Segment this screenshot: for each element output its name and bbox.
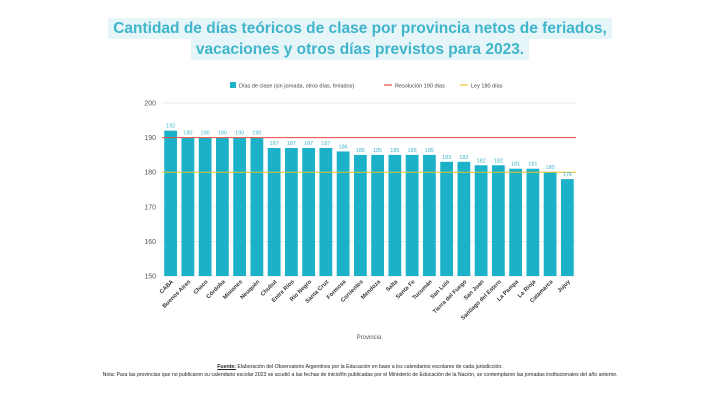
data-label: 187 (287, 141, 296, 147)
data-label: 185 (390, 148, 399, 154)
y-tick-label: 180 (144, 170, 156, 177)
bar (561, 179, 574, 276)
data-label: 186 (339, 144, 348, 150)
x-tick-label: Mendoza (360, 279, 382, 301)
bar-chart: 150 160 170 180 190 200 192 190 190 190 190 190 187 1… (0, 0, 720, 405)
data-label: 182 (477, 158, 486, 164)
y-tick-label: 160 (144, 239, 156, 246)
data-label: 181 (528, 162, 537, 168)
bar (233, 138, 246, 276)
legend-label-resolution: Resolución 190 días (395, 84, 445, 90)
bar (492, 165, 505, 276)
data-label: 185 (425, 148, 434, 154)
footer-source: Fuente: Elaboración del Observatorio Arg… (60, 364, 660, 371)
bar (319, 148, 332, 276)
bar (423, 155, 436, 276)
y-tick-label: 200 (144, 101, 156, 108)
data-label: 190 (201, 131, 210, 137)
data-label: 187 (321, 141, 330, 147)
data-label: 183 (459, 155, 468, 161)
legend-swatch-bars (230, 82, 236, 88)
data-label: 178 (563, 172, 572, 178)
data-label: 190 (252, 131, 261, 137)
bar (181, 138, 194, 276)
x-tick-label: Salta (385, 279, 400, 294)
legend-label-bars: Días de clase (sin jornada, otros días, … (239, 84, 354, 90)
bar (337, 151, 350, 276)
data-label: 185 (356, 148, 365, 154)
data-label: 182 (494, 158, 503, 164)
x-tick-label: Jujuy (557, 279, 572, 294)
data-label: 181 (511, 162, 520, 168)
bar (268, 148, 281, 276)
data-label: 190 (218, 131, 227, 137)
data-label: 180 (546, 165, 555, 171)
y-tick-label: 170 (144, 204, 156, 211)
footer-source-label: Fuente: (217, 364, 236, 370)
y-tick-label: 190 (144, 135, 156, 142)
bar (406, 155, 419, 276)
data-label: 187 (304, 141, 313, 147)
data-label: 187 (270, 141, 279, 147)
bar (216, 138, 229, 276)
bar (354, 155, 367, 276)
bar (544, 172, 557, 276)
bar (526, 169, 539, 276)
bar (475, 165, 488, 276)
footer-note: Nota: Para las provincias que no publica… (60, 372, 660, 379)
bar (302, 148, 315, 276)
bar (509, 169, 522, 276)
bar (250, 138, 263, 276)
data-label: 185 (408, 148, 417, 154)
x-axis-label: Provincia (357, 335, 382, 341)
bar (199, 138, 212, 276)
footer-source-text: Elaboración del Observatorio Argentinos … (236, 364, 503, 370)
bar (388, 155, 401, 276)
bar (371, 155, 384, 276)
bar (440, 162, 453, 276)
data-label: 190 (183, 131, 192, 137)
data-label: 185 (373, 148, 382, 154)
data-label: 183 (442, 155, 451, 161)
bar (457, 162, 470, 276)
legend-label-law: Ley 180 días (471, 84, 503, 90)
data-label: 192 (166, 124, 175, 130)
x-tick-label: Neuquén (240, 279, 262, 301)
y-tick-label: 150 (144, 274, 156, 281)
data-label: 190 (235, 131, 244, 137)
bar (164, 131, 177, 276)
bar (285, 148, 298, 276)
